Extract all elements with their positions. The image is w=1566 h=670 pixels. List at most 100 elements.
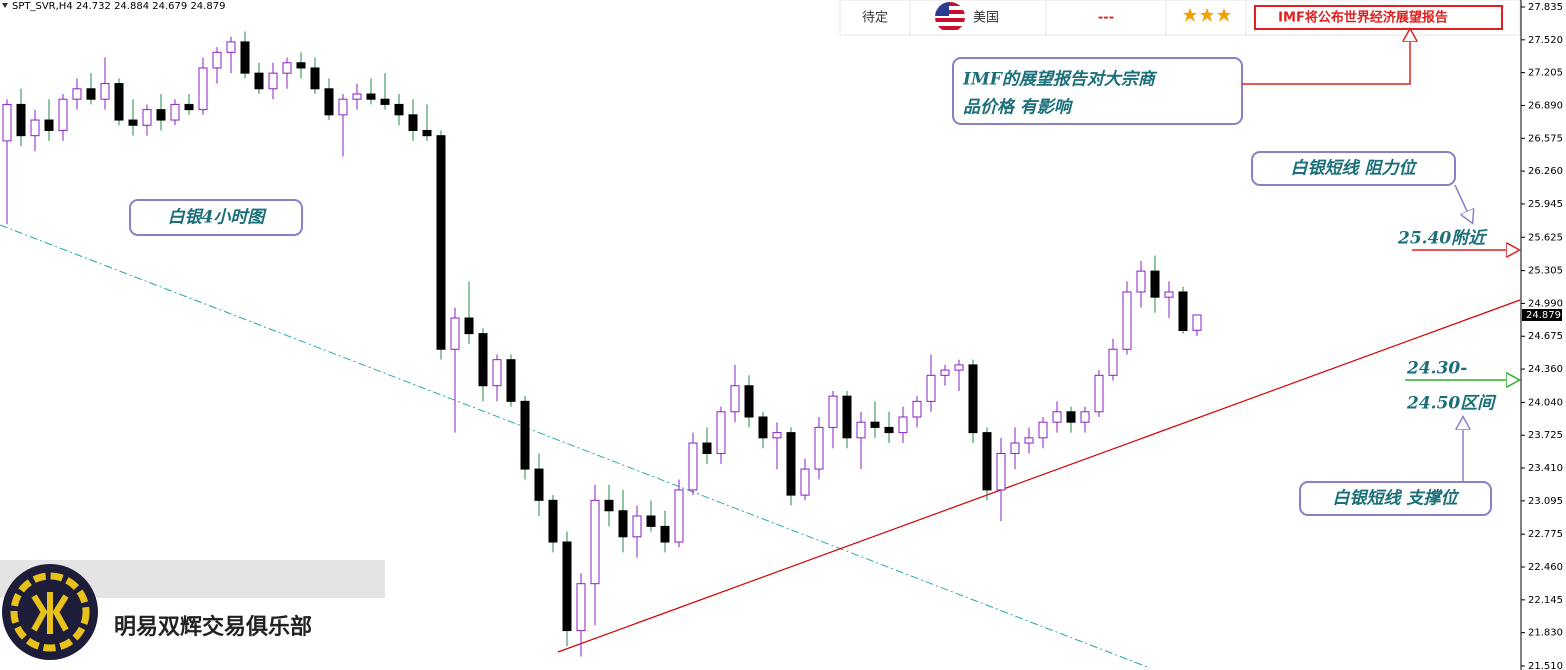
candle-body xyxy=(702,442,712,454)
candle-body xyxy=(408,114,418,131)
candle-body xyxy=(954,364,964,371)
y-tick-label: 26.890 xyxy=(1528,100,1563,111)
candle-body xyxy=(1108,348,1118,376)
arrow xyxy=(1242,30,1410,85)
support-line xyxy=(557,299,1521,653)
candle-body xyxy=(1122,291,1132,350)
candle-body xyxy=(72,88,82,100)
candle-body xyxy=(604,499,614,512)
calendar-bar: 待定 美国 --- IMF将公布世界经济展望报告 xyxy=(839,0,1521,36)
candle-body xyxy=(884,426,894,434)
candle-body xyxy=(464,317,474,335)
candle-body xyxy=(548,499,558,543)
candle-body xyxy=(268,72,278,90)
candle-body xyxy=(366,93,376,100)
candle-body xyxy=(1136,270,1146,293)
candles xyxy=(2,31,1202,657)
calendar-country: 美国 xyxy=(973,11,999,26)
candle-body xyxy=(646,515,656,527)
candle-body xyxy=(730,385,740,413)
candle-body xyxy=(772,432,782,439)
y-tick-label: 23.095 xyxy=(1528,496,1563,507)
us-flag xyxy=(935,2,965,32)
logo-text: 明易双辉交易俱乐部 xyxy=(114,614,312,640)
candle-body xyxy=(254,72,264,90)
chart-header: SPT_SVR,H4 24.732 24.884 24.679 24.879 xyxy=(12,1,225,12)
ohlc-open: 24.732 xyxy=(76,1,111,12)
annotation: 24.30- xyxy=(1406,359,1467,379)
candle-body xyxy=(1164,291,1174,298)
annotation: 25.40附近 xyxy=(1397,229,1488,249)
calendar-status: 待定 xyxy=(862,11,888,26)
calendar-event: IMF将公布世界经济展望报告 xyxy=(1278,10,1448,26)
candle-body xyxy=(100,83,110,100)
candle-body xyxy=(898,416,908,434)
candle-body xyxy=(940,369,950,376)
candle-body xyxy=(422,129,432,137)
candle-body xyxy=(576,583,586,632)
y-tick-label: 24.040 xyxy=(1528,397,1563,408)
candle-body xyxy=(996,452,1006,491)
candle-body xyxy=(562,541,572,632)
candle-body xyxy=(828,395,838,428)
candle-body xyxy=(674,489,684,543)
y-tick-label: 22.145 xyxy=(1528,595,1563,606)
candle-body xyxy=(506,359,516,402)
candle-body xyxy=(1178,291,1188,332)
annotation-box xyxy=(1299,481,1492,516)
trend-line xyxy=(0,224,1151,669)
importance-stars xyxy=(1183,8,1231,22)
candle-body xyxy=(86,88,96,100)
candle-body xyxy=(170,103,180,121)
event-box xyxy=(1254,5,1503,30)
candle-body xyxy=(1192,314,1202,331)
candle-body xyxy=(310,67,320,90)
candle-body xyxy=(16,103,26,137)
candle-body xyxy=(968,364,978,434)
y-tick-label: 25.305 xyxy=(1528,266,1563,277)
candle-body xyxy=(212,51,222,69)
annotation-box xyxy=(1251,151,1456,186)
candle-body xyxy=(856,421,866,439)
annotation: IMF的展望报告对大宗商 xyxy=(962,70,1158,90)
ohlc-high: 24.884 xyxy=(114,1,149,12)
y-tick-label: 27.520 xyxy=(1528,35,1563,46)
candle-body xyxy=(338,98,348,116)
y-tick-label: 25.945 xyxy=(1528,199,1563,210)
y-tick-label: 27.205 xyxy=(1528,68,1563,79)
candle-body xyxy=(870,421,880,428)
candle-body xyxy=(814,426,824,470)
candle-body xyxy=(520,400,530,470)
candle-body xyxy=(590,499,600,585)
candle-body xyxy=(716,411,726,454)
y-tick-label: 24.360 xyxy=(1528,364,1563,375)
candle-body xyxy=(128,119,138,126)
annotation: 白银短线 支撑位 xyxy=(1333,489,1460,509)
candle-body xyxy=(184,103,194,111)
y-tick-label: 24.675 xyxy=(1528,331,1563,342)
candle-body xyxy=(1080,411,1090,423)
last-price-label: 24.879 xyxy=(1526,310,1561,321)
candle-body xyxy=(436,135,446,350)
candle-body xyxy=(758,416,768,439)
logo: 明易双辉交易俱乐部 xyxy=(0,560,385,660)
y-tick-label: 23.410 xyxy=(1528,463,1563,474)
candle-body xyxy=(1010,442,1020,454)
candle-body xyxy=(478,333,488,387)
y-tick-label: 23.725 xyxy=(1528,430,1563,441)
candle-body xyxy=(492,359,502,387)
candle-body xyxy=(352,93,362,100)
candle-body xyxy=(800,468,810,496)
candle-body xyxy=(324,88,334,116)
candle-body xyxy=(660,525,670,543)
annotation: 白银4小时图 xyxy=(168,208,268,228)
chart-title: SPT_SVR,H4 xyxy=(12,1,73,12)
candle-body xyxy=(198,67,208,111)
last-price-box xyxy=(1522,308,1562,321)
candle-body xyxy=(282,62,292,74)
candle-body xyxy=(1150,270,1160,298)
candle-body xyxy=(142,109,152,126)
candle-body xyxy=(1024,437,1034,444)
y-tick-label: 21.830 xyxy=(1528,628,1563,639)
annotation: 24.50区间 xyxy=(1406,394,1497,414)
